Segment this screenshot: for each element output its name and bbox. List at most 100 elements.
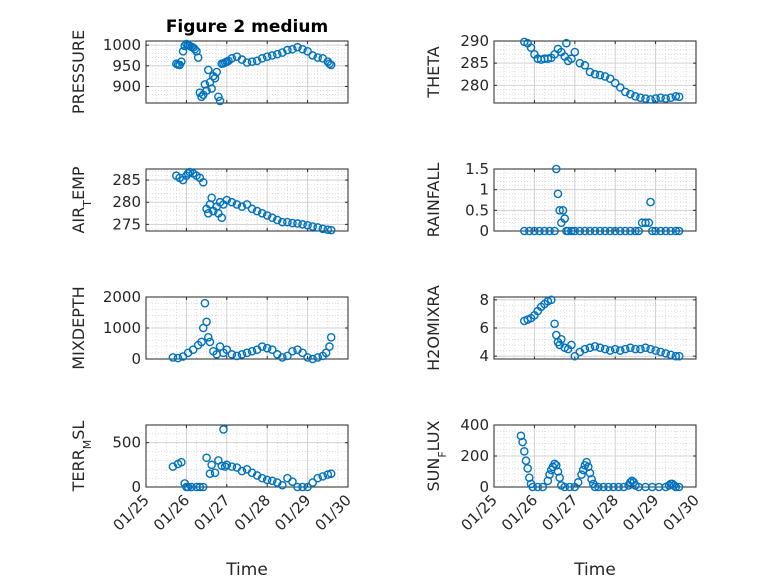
data-point [267,51,277,60]
data-point [252,56,262,66]
data-point [533,482,543,492]
data-point [267,476,277,486]
data-point [651,94,660,103]
data-point [318,472,328,481]
data-point [570,47,580,57]
data-point [177,457,186,467]
subplot-pressure: 900 950 1000 PRESSURE Figure 2 medium [69,17,349,114]
data-point [203,332,213,342]
y-tick-label: 950 [112,57,141,75]
data-point [546,295,556,305]
x-tick-label: 01/30 [660,491,703,534]
data-point [626,343,635,353]
data-point [242,58,252,67]
data-point [222,195,232,205]
data-point [590,482,600,492]
y-tick-label: 6 [479,319,489,337]
data-point [257,54,267,63]
data-point [671,92,681,101]
x-tick-label: 01/25 [110,491,153,534]
data-point [178,47,188,56]
data-point [545,470,554,479]
data-point [288,346,297,356]
data-point [674,92,684,102]
data-point [308,222,317,231]
data-point [326,469,336,479]
data-point [257,208,267,218]
axes-frame [493,168,697,232]
y-tick-label: 200 [460,447,489,465]
data-point [168,353,178,362]
data-point [242,200,252,209]
data-point [278,48,287,57]
data-point [227,462,237,471]
data-point [671,226,681,236]
data-point [198,482,208,492]
data-point [666,226,676,236]
data-point [636,93,645,102]
data-point [626,226,635,236]
data-point [237,466,247,476]
data-point [634,226,644,236]
data-point [298,348,307,358]
data-point [308,51,317,60]
y-axis-label: MIXDEPTH [69,286,88,369]
data-point [530,226,539,236]
data-point [595,70,605,80]
data-point [205,469,215,479]
data-point [560,214,570,223]
data-point [641,94,650,103]
data-point [303,353,312,362]
data-point [610,226,620,236]
data-point [323,225,333,234]
data-point [293,482,302,492]
data-point [288,44,297,54]
data-point [202,317,211,327]
data-point [585,226,595,236]
data-point [272,49,282,59]
y-tick-label: 280 [460,76,489,94]
data-point [615,83,625,92]
x-tick-label: 01/27 [190,491,233,534]
y-tick-label: 290 [460,32,489,50]
data-point [262,52,272,62]
x-axis-label: Time [225,560,268,580]
data-point [313,53,323,62]
x-axis-label: Time [573,560,616,580]
subplot-sun-flux: 0 200 400 SUNFLUX 01/2501/2601/2701/2801/290… [424,416,703,580]
data-point [621,226,630,236]
data-point [293,42,302,52]
data-point [550,459,559,469]
subplot-mixdepth: 0 1000 2000 MIXDEPTH [69,286,349,370]
data-point [217,213,227,223]
data-point [580,61,590,70]
data-point [543,54,553,64]
axes-frame [145,424,349,488]
y-tick-label: 0 [131,478,141,496]
x-tick-label: 01/26 [150,491,193,534]
data-point [609,482,618,492]
data-point [267,345,277,355]
data-point [313,223,323,232]
data-point [644,218,654,228]
data-point [615,226,625,236]
data-point [232,351,242,361]
data-point [615,346,625,355]
data-point [604,482,613,492]
y-axis-label: SUNFLUX [424,420,449,491]
axes-frame [493,296,697,360]
data-point [303,220,312,230]
data-point [210,468,220,478]
data-point [207,84,216,93]
subplot-air-temp: 275 280 285 AIRTEMP [69,166,349,235]
data-point [303,47,312,56]
data-point [318,224,328,234]
y-axis-label: H2OMIXRA [424,285,443,371]
data-point [283,45,292,55]
y-tick-label: 0.5 [465,201,489,219]
data-point [313,473,323,483]
data-point [560,482,570,492]
data-point [298,482,307,492]
subplot-rainfall: 0 0.5 1 1.5 RAINFALL [424,160,697,240]
data-point [267,213,277,223]
